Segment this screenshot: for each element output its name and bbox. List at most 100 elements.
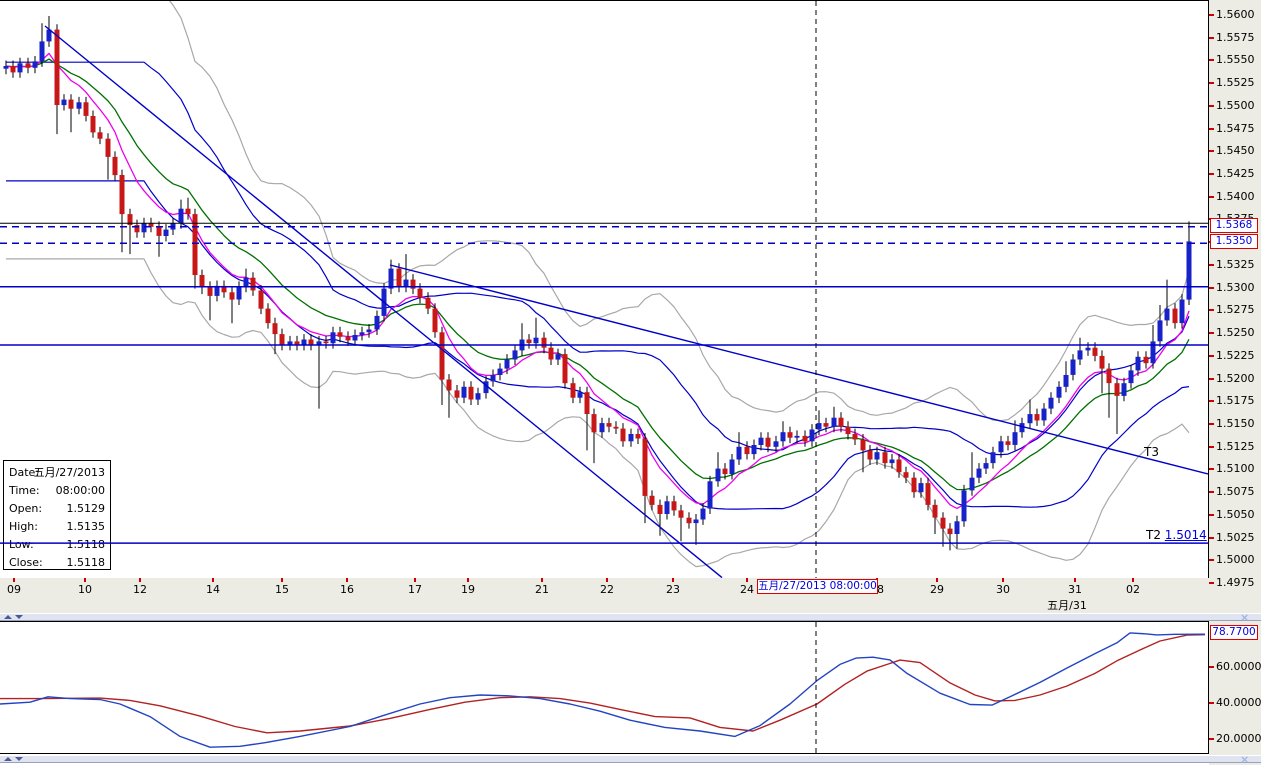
oscillator-axis-tick [1209,666,1214,668]
price-axis-label: 1.5225 [1216,348,1255,362]
date-axis-tick [13,578,15,582]
price-axis-label: 1.5550 [1216,53,1255,67]
price-axis-label: 1.5150 [1216,416,1255,430]
main-chart-panel[interactable]: Date: 五月/27/2013 Time: 08:00:00 Open: 1.… [0,0,1209,579]
date-axis-tick [281,578,283,582]
up-candle [1019,423,1025,433]
up-candle [1150,341,1156,364]
up-candle [352,335,358,341]
tooltip-value: 1.5118 [66,556,106,569]
up-candle [287,341,293,345]
price-axis-label: 1.5525 [1216,76,1255,90]
price-tag: 1.5350 [1210,234,1258,250]
scroll-up-icon[interactable] [4,757,12,761]
down-candle [105,138,111,157]
scroll-down-icon[interactable] [15,757,23,761]
up-candle [359,332,365,335]
oscillator-axis-label: 40.0000 [1216,696,1261,709]
down-candle [410,279,416,289]
date-axis-label: 10 [78,583,92,596]
down-candle [112,156,118,176]
date-axis-label: 16 [340,583,354,596]
down-candle [90,116,96,133]
date-axis-tick [1002,578,1004,582]
down-candle [823,423,829,427]
oscillator-value-tag: 78.7700 [1210,625,1258,641]
price-axis-tick [1209,354,1214,357]
down-candle [852,434,858,440]
up-candle [141,223,147,233]
scroll-up-icon[interactable] [4,615,12,619]
support-t2-label[interactable]: T2 1.5014 [1146,528,1207,542]
down-candle [526,339,532,344]
down-candle [468,386,474,400]
down-candle [657,504,663,514]
date-axis-tick [1074,578,1076,582]
price-axis-tick [1209,263,1214,266]
oscillator-panel[interactable] [0,621,1209,754]
panel-resize-arrows[interactable] [4,615,23,619]
panel-divider-top[interactable]: × [0,611,1261,624]
date-axis-label: 09 [7,583,21,596]
down-candle [932,504,938,518]
up-candle [998,441,1004,453]
oscillator-axis-label: 20.0000 [1216,732,1261,745]
up-candle [628,434,634,442]
main-chart-svg[interactable] [0,1,1208,578]
price-axis-label: 1.5425 [1216,167,1255,181]
panel-divider-bottom[interactable]: × [0,753,1261,765]
trendline[interactable] [44,25,723,578]
price-axis-label: 1.5025 [1216,530,1255,544]
tooltip-label: Close: [9,556,43,569]
scroll-down-icon[interactable] [15,615,23,619]
value-axis-strip: 1.5600 1.5575 1.5550 1.5525 1.5500 1.5475 1.54… [1209,0,1261,765]
down-candle [620,428,626,442]
band-inner-lower [6,180,1190,510]
up-candle [1070,359,1076,375]
price-axis-tick [1209,468,1214,471]
tooltip-label: Low: [9,538,34,551]
up-candle [780,432,786,442]
down-candle [272,323,278,335]
trendline-t3-label[interactable]: T3 [1144,445,1159,459]
up-candle [773,441,779,447]
up-candle [1135,356,1141,371]
down-candle [845,426,851,435]
oscillator-svg[interactable] [0,622,1208,753]
up-candle [483,381,489,394]
candles-layer [3,16,1192,551]
price-axis-tick [1209,195,1214,198]
down-candle [396,268,402,287]
trendline[interactable] [389,264,1208,475]
up-candle [3,66,9,69]
down-candle [882,452,888,464]
up-candle [976,468,982,478]
down-candle [548,347,554,360]
up-candle [163,229,169,236]
down-candle [54,29,60,106]
down-candle [635,434,641,439]
down-candle [83,102,89,116]
up-candle [243,277,249,287]
up-candle [403,279,409,287]
indicator-close-icon[interactable]: × [1240,611,1250,624]
down-candle [744,446,750,455]
up-candle [954,521,960,534]
date-axis-label: 12 [133,583,147,596]
selected-date-tag: 五月/27/2013 08:00:00 [757,579,878,594]
up-candle [46,29,52,42]
price-axis-label: 1.5075 [1216,485,1255,499]
down-candle [229,292,235,300]
down-candle [562,354,568,384]
panel-close-icon[interactable]: × [1240,753,1250,765]
date-axis-label: 02 [1126,583,1140,596]
panel-resize-arrows[interactable] [4,757,23,761]
tooltip-value: 08:00:00 [55,484,105,497]
price-axis-tick [1209,445,1214,448]
price-axis-label: 1.5450 [1216,144,1255,158]
down-candle [1106,368,1112,384]
down-candle [649,495,655,505]
oscillator-axis-label: 60.0000 [1216,660,1261,673]
up-candle [874,452,880,460]
price-axis-tick [1209,286,1214,289]
